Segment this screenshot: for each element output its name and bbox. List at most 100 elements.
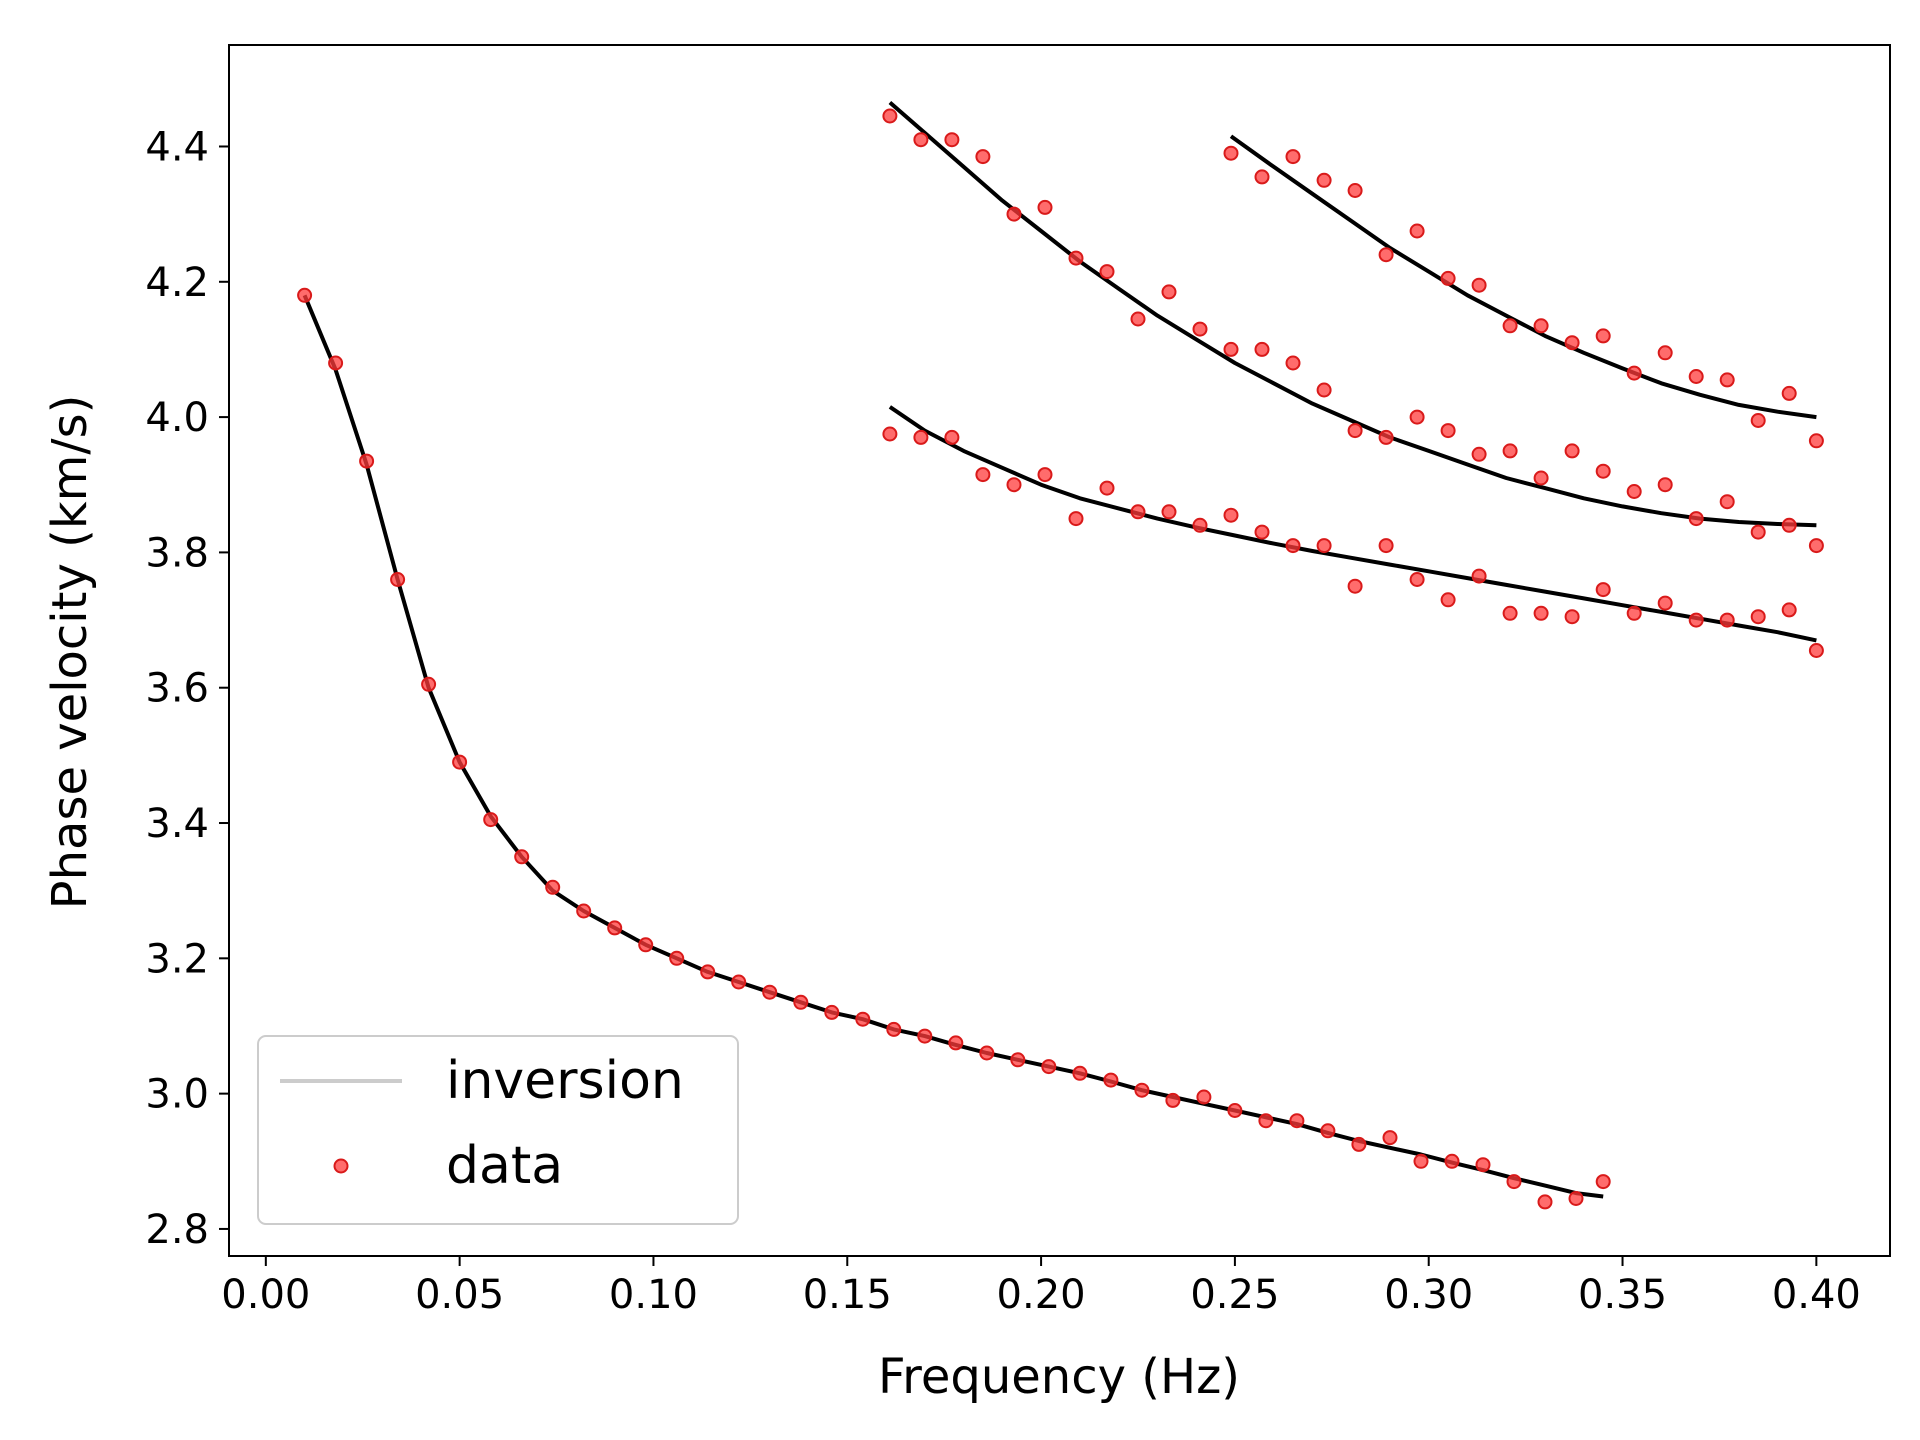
data-point	[1378, 538, 1394, 554]
x-tick-label: 0.35	[1578, 1272, 1667, 1318]
data-point	[1595, 1174, 1611, 1190]
data-point	[1351, 1136, 1367, 1152]
data-point	[1781, 602, 1797, 618]
data-point	[1041, 1059, 1057, 1075]
x-axis: 0.00 0.05 0.10 0.15 0.20 0.25 0.30 0.35 0.40	[221, 1256, 1861, 1318]
data-point	[979, 1045, 995, 1061]
y-tick-label: 3.2	[145, 936, 209, 982]
data-point	[913, 132, 929, 148]
data-point	[1533, 318, 1549, 334]
data-point	[1289, 1113, 1305, 1129]
data-point	[1471, 568, 1487, 584]
data-point	[882, 108, 898, 124]
y-tick-label: 3.4	[145, 801, 209, 847]
data-point	[1719, 494, 1735, 510]
x-axis-label: Frequency (Hz)	[878, 1349, 1240, 1405]
data-point	[1440, 423, 1456, 439]
data-point	[1502, 318, 1518, 334]
data-point	[1068, 250, 1084, 266]
data-point	[1750, 413, 1766, 428]
data-point	[1719, 612, 1735, 628]
data-point	[1409, 409, 1425, 425]
data-point	[1808, 643, 1824, 658]
inversion-curve-overtone-1	[888, 405, 1817, 643]
data-point	[1223, 341, 1239, 357]
data-point	[669, 950, 685, 966]
data-point	[917, 1028, 933, 1044]
data-point	[1010, 1052, 1026, 1068]
data-point	[1657, 477, 1673, 493]
data-point	[944, 132, 960, 148]
data-point	[944, 429, 960, 445]
data-point	[948, 1035, 964, 1051]
data-point	[328, 355, 344, 371]
y-tick-label: 4.0	[145, 395, 209, 441]
data-point	[1099, 264, 1115, 280]
data-point	[1192, 321, 1208, 337]
data-point	[1781, 517, 1797, 533]
data-point	[1568, 1191, 1584, 1206]
y-tick-label: 3.8	[145, 530, 209, 576]
data-point	[1626, 365, 1642, 381]
data-point	[1471, 446, 1487, 462]
data-point	[824, 1004, 840, 1020]
x-tick-label: 0.40	[1772, 1272, 1861, 1318]
data-point	[1440, 592, 1456, 608]
data-point	[1037, 467, 1053, 483]
data-point	[1130, 504, 1146, 520]
data-point	[1626, 605, 1642, 621]
data-point	[1440, 270, 1456, 286]
x-tick-label: 0.05	[415, 1272, 504, 1318]
data-point	[1564, 443, 1580, 459]
data-point	[1533, 470, 1549, 486]
data-point	[1657, 345, 1673, 361]
data-point	[1409, 223, 1425, 239]
points-layer	[297, 108, 1824, 1210]
data-point	[607, 920, 623, 936]
data-point	[886, 1021, 902, 1037]
data-point	[1254, 524, 1270, 540]
legend-inversion-label: inversion	[446, 1051, 684, 1111]
y-tick-label: 2.8	[145, 1207, 209, 1253]
data-point	[1165, 1092, 1181, 1108]
data-point	[1130, 311, 1146, 327]
data-point	[1320, 1123, 1336, 1139]
data-point	[1285, 538, 1301, 554]
data-point	[1285, 355, 1301, 371]
data-point	[1378, 429, 1394, 445]
data-point	[1006, 477, 1022, 493]
data-point	[793, 994, 809, 1010]
data-point	[390, 572, 406, 587]
data-point	[882, 426, 898, 442]
data-point	[1382, 1130, 1398, 1146]
data-point	[1564, 609, 1580, 625]
data-point	[483, 812, 499, 828]
y-tick-label: 3.6	[145, 666, 209, 712]
data-point	[731, 974, 747, 990]
data-point	[1006, 206, 1022, 222]
data-point	[576, 903, 592, 919]
y-axis: 2.8 3.0 3.2 3.4 3.6 3.8 4.0 4.2 4.4	[145, 124, 229, 1253]
data-point	[1444, 1153, 1460, 1169]
data-point	[1502, 443, 1518, 459]
data-point	[1347, 423, 1363, 439]
data-point	[1626, 484, 1642, 499]
data-point	[1316, 172, 1332, 188]
data-point	[514, 849, 530, 865]
data-point	[1258, 1113, 1274, 1129]
data-point	[1223, 507, 1239, 523]
data-point	[545, 879, 561, 895]
data-point	[1750, 524, 1766, 540]
data-point	[913, 429, 929, 445]
data-point	[1808, 433, 1824, 449]
legend: inversion data	[257, 1035, 739, 1225]
data-point	[1688, 369, 1704, 384]
data-point	[1595, 328, 1611, 344]
data-point	[1537, 1194, 1553, 1210]
data-point	[1533, 605, 1549, 621]
data-point	[1347, 578, 1363, 594]
data-point	[700, 964, 716, 980]
y-tick-label: 4.4	[145, 124, 209, 170]
data-point	[1192, 517, 1208, 533]
x-tick-label: 0.00	[221, 1272, 310, 1318]
